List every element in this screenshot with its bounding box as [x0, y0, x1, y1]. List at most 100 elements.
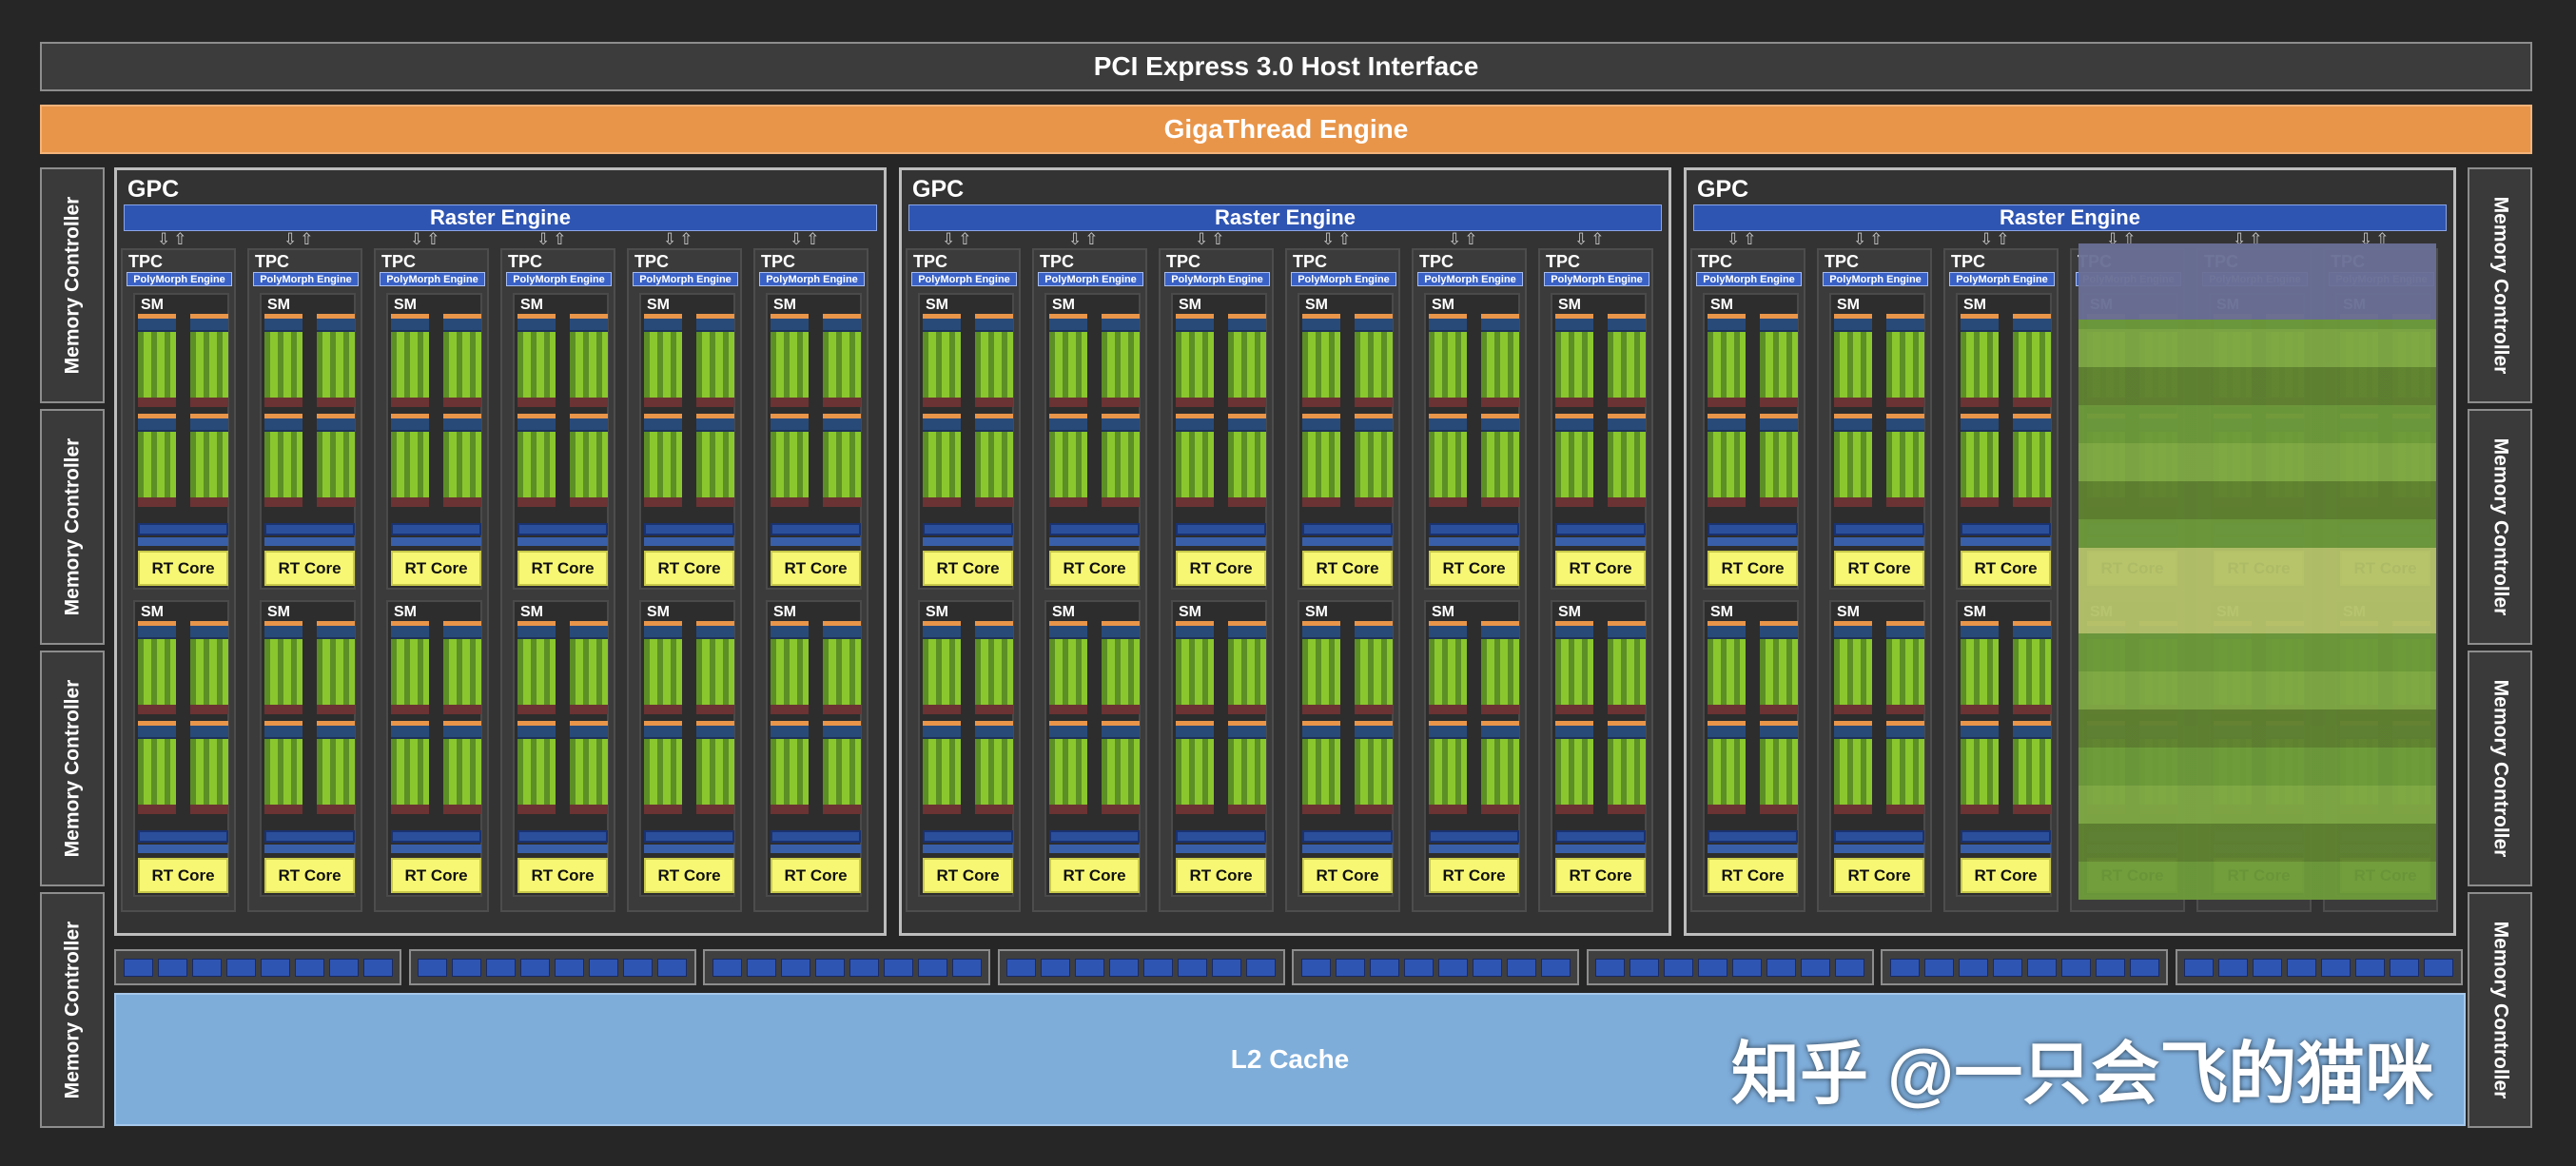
register-file	[1555, 626, 1593, 639]
register-file	[1834, 626, 1872, 639]
l2-cache-block	[1246, 958, 1276, 977]
warp-scheduler	[1228, 721, 1266, 726]
register-file	[1886, 319, 1924, 332]
register-file	[190, 319, 228, 332]
sm-processing-block	[391, 314, 429, 407]
l1-cache	[1176, 830, 1266, 843]
load-store-units	[1481, 398, 1519, 407]
l2-cache-block	[623, 958, 653, 977]
l2-cache-block	[1801, 958, 1830, 977]
register-file	[443, 726, 481, 739]
warp-scheduler	[190, 721, 228, 726]
register-file	[443, 626, 481, 639]
l2-slice	[408, 949, 696, 985]
register-file	[570, 626, 608, 639]
load-store-units	[696, 398, 734, 407]
tex-units	[1176, 845, 1266, 853]
load-store-units	[1555, 497, 1593, 507]
gpc: GPC Raster Engine ⇩⇧ TPC PolyMorph Engine SM R…	[114, 167, 887, 936]
sm-processing-block	[1049, 621, 1087, 714]
warp-scheduler	[443, 621, 481, 626]
register-file	[1834, 319, 1872, 332]
cuda-cores	[1228, 739, 1266, 805]
cuda-cores	[771, 639, 809, 705]
raster-engine: Raster Engine	[1693, 204, 2447, 231]
sm-processing-block	[2013, 721, 2051, 814]
l2-cache-block	[2287, 958, 2316, 977]
rt-core: RT Core	[391, 858, 481, 893]
warp-scheduler	[696, 314, 734, 319]
sm-processing-block	[570, 414, 608, 507]
warp-scheduler	[1049, 314, 1087, 319]
register-file	[264, 726, 302, 739]
cuda-cores	[517, 639, 556, 705]
warp-scheduler	[1708, 414, 1746, 418]
register-file	[696, 626, 734, 639]
l2-cache-block	[849, 958, 879, 977]
cuda-cores	[1481, 332, 1519, 398]
memory-controller-label: Memory Controller	[2489, 679, 2512, 858]
register-file	[823, 418, 861, 432]
cuda-cores	[1049, 739, 1087, 805]
rt-core: RT Core	[1302, 551, 1393, 586]
cuda-cores	[1102, 739, 1140, 805]
register-file	[1708, 726, 1746, 739]
sm-processing-block	[1481, 414, 1519, 507]
load-store-units	[570, 705, 608, 714]
warp-scheduler	[517, 721, 556, 726]
register-file	[1429, 726, 1467, 739]
load-store-units	[1760, 705, 1798, 714]
register-file	[1228, 726, 1266, 739]
load-store-units	[1049, 805, 1087, 814]
register-file	[1049, 418, 1087, 432]
memory-controller-label: Memory Controller	[61, 196, 84, 375]
cuda-cores	[570, 332, 608, 398]
sm: SM RT Core	[1044, 600, 1141, 897]
sm-processing-block	[317, 721, 355, 814]
register-file	[823, 726, 861, 739]
l2-cache-block	[1992, 958, 2022, 977]
rt-core: RT Core	[1708, 551, 1798, 586]
l2-slice	[703, 949, 990, 985]
cuda-cores	[1760, 332, 1798, 398]
load-store-units	[1228, 398, 1266, 407]
sm-processing-block	[923, 621, 961, 714]
l2-cache-block	[657, 958, 687, 977]
sm-processing-block	[1608, 414, 1646, 507]
l1-cache	[1555, 523, 1646, 535]
l1-cache	[644, 830, 734, 843]
register-file	[391, 726, 429, 739]
load-store-units	[1102, 497, 1140, 507]
sm-processing-block	[1760, 721, 1798, 814]
l2-cache-block	[123, 958, 153, 977]
cuda-cores	[264, 739, 302, 805]
warp-scheduler	[1555, 314, 1593, 319]
load-store-units	[1708, 805, 1746, 814]
cuda-cores	[517, 332, 556, 398]
sm-processing-block	[391, 721, 429, 814]
l2-cache-block	[1041, 958, 1070, 977]
memory-controller-label: Memory Controller	[2489, 921, 2512, 1099]
load-store-units	[1961, 398, 1999, 407]
warp-scheduler	[1708, 314, 1746, 319]
warp-scheduler	[190, 414, 228, 418]
polymorph-engine: PolyMorph Engine	[1291, 272, 1396, 286]
cuda-cores	[1961, 332, 1999, 398]
sm-processing-block	[771, 414, 809, 507]
l2-cache-block	[883, 958, 913, 977]
sm-processing-block	[696, 621, 734, 714]
l1-cache	[1961, 830, 2051, 843]
cuda-cores	[2013, 432, 2051, 497]
tpc-label: TPC	[128, 252, 163, 271]
cuda-cores	[1886, 639, 1924, 705]
register-file	[823, 319, 861, 332]
cuda-cores	[317, 432, 355, 497]
cuda-cores	[443, 739, 481, 805]
l2-cache-block	[452, 958, 481, 977]
load-store-units	[823, 805, 861, 814]
cuda-cores	[317, 332, 355, 398]
memory-controller: Memory Controller	[2468, 167, 2532, 403]
